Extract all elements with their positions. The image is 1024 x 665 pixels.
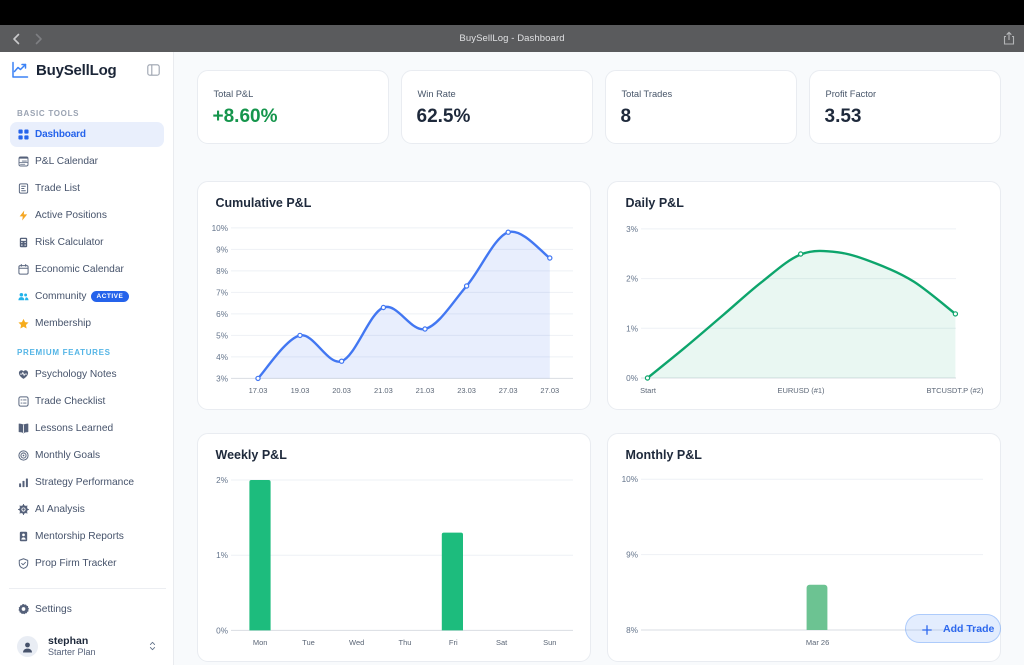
svg-text:23.03: 23.03 [457,386,476,395]
svg-text:27.03: 27.03 [499,386,518,395]
svg-text:3%: 3% [626,225,638,234]
svg-text:Mon: Mon [253,638,268,647]
svg-text:7%: 7% [216,288,228,297]
svg-text:21.03: 21.03 [416,386,435,395]
svg-text:2%: 2% [216,476,228,485]
svg-text:6%: 6% [216,310,228,319]
svg-text:17.03: 17.03 [249,386,268,395]
svg-text:8%: 8% [626,626,638,635]
svg-text:BTCUSDT.P (#2): BTCUSDT.P (#2) [927,386,984,395]
svg-text:27.03: 27.03 [540,386,559,395]
svg-text:Mar 26: Mar 26 [806,638,829,647]
svg-text:9%: 9% [626,551,638,560]
svg-text:5%: 5% [216,331,228,340]
svg-text:Sun: Sun [543,638,556,647]
svg-text:10%: 10% [212,224,228,233]
svg-text:9%: 9% [216,245,228,254]
svg-text:Fri: Fri [449,638,458,647]
svg-text:10%: 10% [622,475,638,484]
svg-text:1%: 1% [626,324,638,333]
svg-text:Tue: Tue [302,638,315,647]
svg-text:4%: 4% [216,353,228,362]
svg-text:19.03: 19.03 [291,386,310,395]
svg-text:EURUSD (#1): EURUSD (#1) [777,386,825,395]
svg-text:1%: 1% [216,551,228,560]
svg-text:Thu: Thu [399,638,412,647]
svg-text:Wed: Wed [349,638,364,647]
svg-text:Start: Start [640,386,657,395]
svg-text:0%: 0% [626,374,638,383]
svg-text:2%: 2% [626,275,638,284]
svg-text:3%: 3% [216,374,228,383]
svg-text:21.03: 21.03 [374,386,393,395]
svg-text:8%: 8% [216,267,228,276]
svg-text:0%: 0% [216,626,228,635]
svg-text:Sat: Sat [496,638,508,647]
svg-text:20.03: 20.03 [332,386,351,395]
